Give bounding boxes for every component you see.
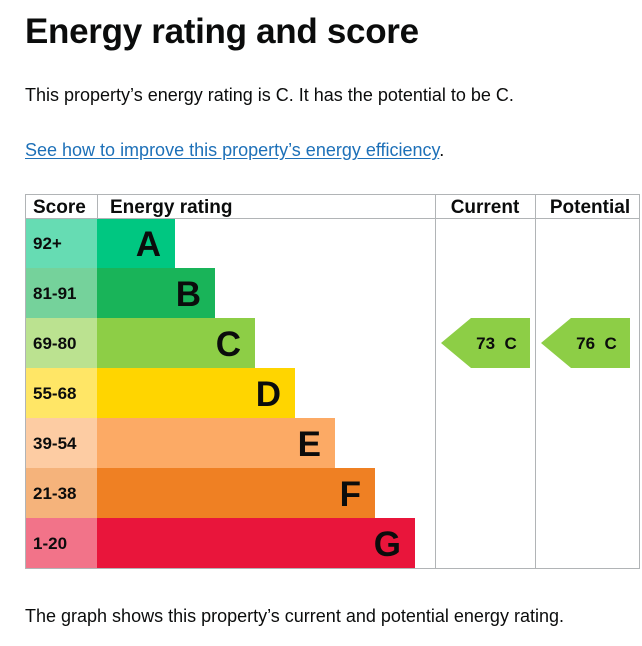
score-cell-f	[25, 468, 97, 518]
rating-letter-b: B	[176, 275, 201, 314]
chart-header: Score Energy rating Current Potential	[33, 197, 630, 218]
score-cell-e	[25, 418, 97, 468]
score-range-g: 1-20	[33, 534, 67, 553]
score-cell-g	[25, 518, 97, 568]
rating-arrows: 73 C 76 C	[441, 318, 630, 368]
score-cell-c	[25, 318, 97, 368]
score-cell-d	[25, 368, 97, 418]
rating-bar-e	[97, 418, 335, 468]
header-potential: Potential	[550, 197, 630, 218]
rating-bar-f	[97, 468, 375, 518]
header-score: Score	[33, 197, 86, 218]
rating-bands: 92+ A 81-91 B 69-80 C 55-68 D 39-54 E 21-38 F 1-20 G	[25, 218, 415, 568]
rating-summary: This property’s energy rating is C. It h…	[25, 85, 514, 105]
page-title: Energy rating and score	[25, 12, 419, 51]
rating-letter-g: G	[374, 525, 401, 564]
chart-description: The graph shows this property’s current …	[25, 606, 564, 626]
rating-bar-c	[97, 318, 255, 368]
current-arrow	[441, 318, 530, 368]
score-range-c: 69-80	[33, 334, 76, 353]
score-range-f: 21-38	[33, 484, 76, 503]
score-range-d: 55-68	[33, 384, 76, 403]
score-range-e: 39-54	[33, 434, 77, 453]
rating-bar-b	[97, 268, 215, 318]
rating-bar-d	[97, 368, 295, 418]
energy-rating-chart: 92+ A81-91 B69-80 C55-68 D39-54 E21-38 F1-20 G …	[25, 194, 640, 569]
score-cell-b	[25, 268, 97, 318]
rating-letter-c: C	[216, 325, 241, 364]
rating-letter-e: E	[298, 425, 321, 464]
potential-arrow	[541, 318, 630, 368]
rating-letter-a: A	[136, 225, 161, 264]
current-rating-label: 73 C	[476, 334, 517, 353]
score-cell-a	[25, 218, 97, 268]
potential-rating-label: 76 C	[576, 334, 617, 353]
header-energy-rating: Energy rating	[110, 197, 232, 218]
chart-grid	[25, 194, 640, 569]
improve-efficiency-link[interactable]: See how to improve this property’s energ…	[25, 140, 440, 160]
improve-line: See how to improve this property’s energ…	[25, 140, 444, 161]
score-range-b: 81-91	[33, 284, 76, 303]
improve-link-suffix: .	[439, 140, 445, 160]
score-range-a: 92+	[33, 234, 62, 253]
rating-bar-a	[97, 218, 175, 268]
rating-letter-f: F	[340, 475, 361, 514]
rating-letter-d: D	[256, 375, 281, 414]
rating-bar-g	[97, 518, 415, 568]
header-current: Current	[451, 197, 520, 218]
